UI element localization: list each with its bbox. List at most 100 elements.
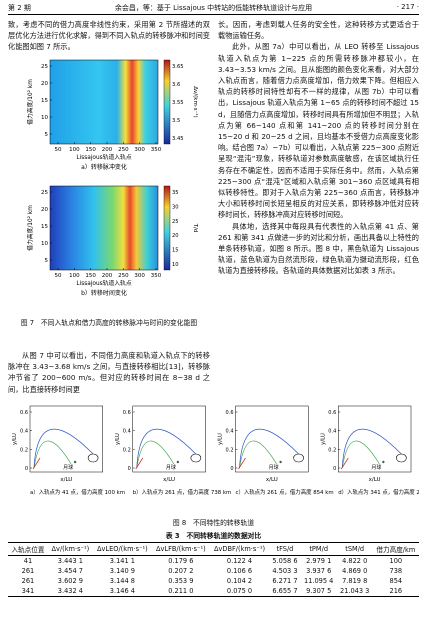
moon-label: 月球: [269, 464, 279, 471]
table-cell: 0.211 0: [168, 587, 194, 595]
table-cell: 3.144 8: [109, 577, 135, 585]
colorbar-tick-label: 25: [172, 219, 179, 225]
x-tick-label: 150: [85, 147, 96, 153]
x-tick-label: 200: [102, 147, 113, 153]
table-cell: 0.179 6: [168, 557, 194, 565]
lissajous-orbit: [396, 453, 407, 463]
table-title: 表 3 不同转移轨道的数据对比: [165, 532, 262, 540]
direct-leg: [238, 457, 246, 470]
y-tick-label: 0.2: [20, 447, 28, 453]
figure-7: 50 100 150 200 250 300 350 5 10 15 20 25 3.45 3.5 3.55…: [26, 59, 199, 297]
panel-caption: b）转移时间变化: [81, 289, 127, 297]
y-tick-label: 0.6: [20, 410, 28, 416]
y-axis-label: y/LU: [12, 433, 18, 445]
colorbar-tick-label: 30: [172, 204, 179, 210]
y-axis-label: 借力高度/10² km: [26, 205, 34, 251]
panel-caption: d）入轨点为 341 点，借力高度 216 km: [338, 488, 419, 496]
paragraph: 从图 7 中可以看出，不同借力高度和轨道入轨点下的转移脉冲在 3.43~3.68…: [8, 351, 210, 394]
panel-caption: a）转移脉冲变化: [81, 163, 127, 171]
header-right: · 217 ·: [396, 3, 419, 11]
y-tick-label: 0.4: [328, 429, 336, 435]
y-tick-label: 25: [41, 190, 48, 196]
y-tick-label: 25: [41, 64, 48, 70]
y-tick-label: 0.2: [328, 447, 336, 453]
table-cell: 5.058 6: [272, 557, 298, 565]
y-axis-label: y/LU: [115, 433, 121, 445]
colorbar-tick-label: 35: [172, 190, 179, 196]
transfer-arc: [341, 428, 402, 469]
x-axis-label: x/LU: [266, 477, 278, 483]
transfer-arc: [33, 428, 94, 469]
table-cell: 3.937 6: [306, 567, 332, 575]
y-tick-label: 0: [25, 466, 28, 472]
plot-frame: [132, 405, 206, 473]
table-cell: 0.104 2: [226, 577, 253, 585]
header-rule: [8, 14, 419, 15]
y-tick-label: 0: [230, 466, 233, 472]
table-cell: 41: [23, 557, 33, 565]
table-cell: 0.207 2: [168, 567, 194, 575]
panel-caption: a）入轨点为 41 点，借力高度 100 km: [30, 488, 125, 496]
moon-dot: [176, 460, 180, 464]
moon-dot: [382, 460, 385, 464]
y-tick-label: 20: [41, 81, 48, 87]
colorbar-tick-label: 10: [172, 262, 179, 268]
moon-dot: [279, 460, 282, 464]
colorbar-b: [163, 185, 171, 271]
moon-dot: [73, 460, 77, 464]
moon-label: 月球: [63, 464, 73, 471]
colorbar-tick-label: 3.45: [172, 136, 184, 142]
right-column: 长。因而，考虑到载人任务的安全性，这种转移方式更适合于载物运输任务。 此外，从图…: [218, 19, 419, 277]
table-row: 261 3.602 9 3.144 8 0.353 9 0.104 2 6.271 7 11…: [8, 576, 419, 586]
colorbar-tick-label: 3.6: [172, 82, 180, 88]
y-tick-label: 0.6: [226, 410, 234, 416]
x-axis-label: x/LU: [369, 477, 381, 483]
transfer-arc: [239, 428, 299, 469]
table: 入轨点位置 Δv/(km·s⁻¹) ΔvLEO/(km·s⁻¹) ΔvLFB/(km·…: [8, 542, 419, 597]
table-header: 入轨点位置 Δv/(km·s⁻¹) ΔvLEO/(km·s⁻¹) ΔvLFB/(km·…: [8, 542, 419, 556]
table-cell: 7.819 8: [342, 577, 368, 585]
y-tick-label: 0.4: [123, 429, 131, 435]
y-tick-label: 0.2: [226, 447, 234, 453]
y-tick-label: 0.4: [20, 429, 28, 435]
x-tick-label: 300: [134, 273, 145, 279]
table-row: 41 3.443 1 3.141 1 0.179 6 0.122 4 5.058 6 2.9…: [8, 556, 419, 567]
x-tick-label: 350: [151, 147, 162, 153]
y-tick-label: 0.6: [328, 410, 336, 416]
y-axis-label: y/LU: [320, 433, 326, 445]
table-wrap: 入轨点位置 Δv/(km·s⁻¹) ΔvLEO/(km·s⁻¹) ΔvLFB/(km·…: [8, 542, 419, 597]
heatmap-b: [49, 185, 159, 271]
table-cell: 216: [389, 587, 403, 595]
x-axis-label: Lissajous轨道入轨点: [76, 153, 131, 161]
colorbar-tick-label: 3.65: [172, 64, 184, 70]
table-cell: 3.146 4: [109, 587, 135, 595]
direct-leg: [32, 457, 41, 470]
x-tick-label: 250: [118, 273, 129, 279]
colorbar-label: Δv/(km·s⁻¹): [192, 86, 199, 117]
x-tick-label: 300: [134, 147, 145, 153]
lissajous-orbit: [190, 453, 202, 463]
table-cell: 3.140 9: [109, 567, 135, 575]
figure-8: 月球 0 0.2 0.4 0.6 y/LU x/LU a）入轨点为 41 点，借力高度 100…: [12, 405, 419, 496]
table-cell: 341: [21, 587, 35, 595]
colorbar-a: [163, 59, 171, 145]
y-tick-label: 0.2: [123, 447, 131, 453]
y-axis-label: 借力高度/10² km: [26, 79, 34, 125]
x-tick-label: 250: [118, 147, 129, 153]
table-cell: 0.353 9: [168, 577, 194, 585]
column-header: ΔvDBF/(km·s⁻¹): [213, 545, 266, 553]
table-cell: 3.443 1: [57, 557, 83, 565]
table-cell: 9.307 5: [306, 587, 332, 595]
paragraph: 此外，从图 7a）中可以看出，从 LEO 转移至 Lissajous 轨道入轨点…: [218, 42, 420, 220]
header-center: 余会昌，等：基于 Lissajous 中转站的低能转移轨道设计与应用: [114, 4, 313, 12]
x-axis-label: x/LU: [163, 477, 175, 483]
table-cell: 4.503 3: [272, 567, 298, 575]
table-cell: 261: [21, 567, 35, 575]
x-tick-label: 350: [151, 273, 162, 279]
direct-leg: [340, 457, 349, 470]
y-tick-label: 0.6: [123, 410, 131, 416]
heatmap-a: [49, 59, 159, 145]
y-tick-label: 10: [41, 115, 48, 121]
column-header: tFS/d: [276, 545, 294, 553]
